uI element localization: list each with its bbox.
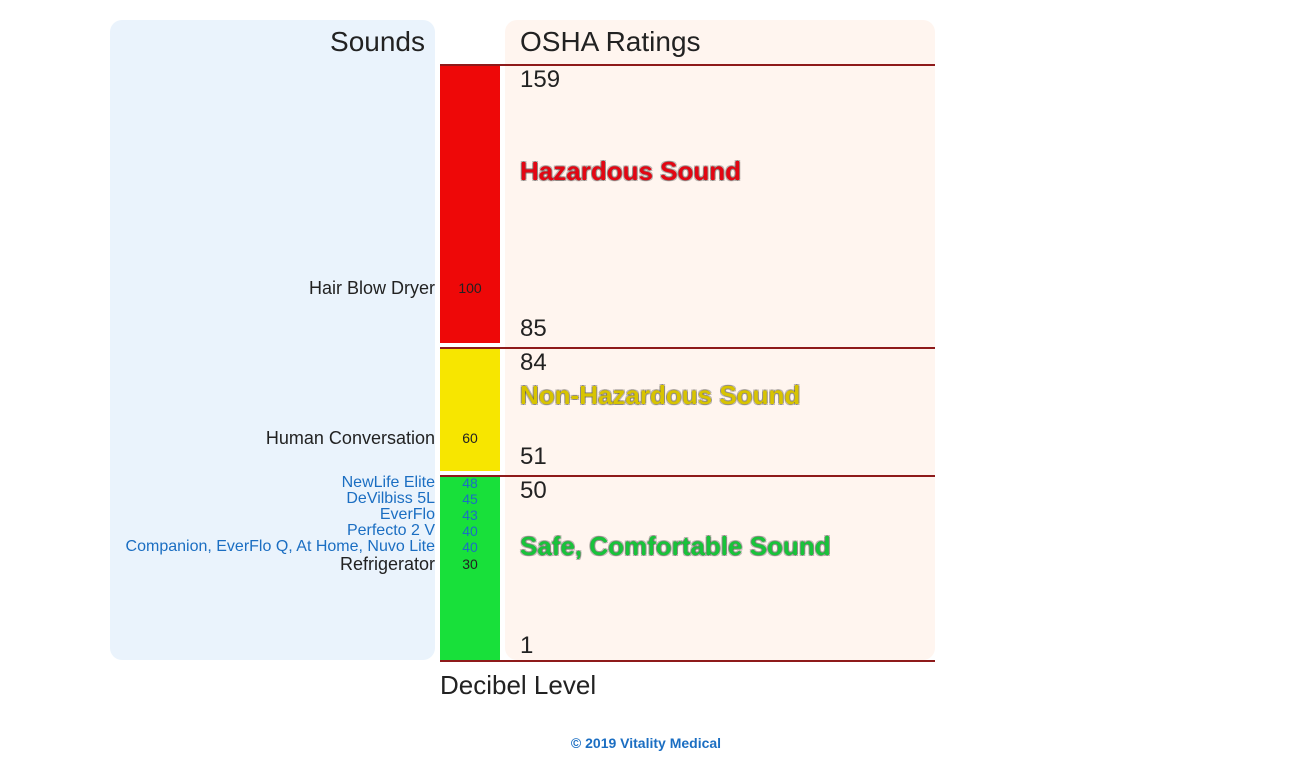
sound-value: 40 bbox=[455, 523, 485, 539]
sound-label: Human Conversation bbox=[266, 428, 435, 449]
zone-top-num-safe: 50 bbox=[520, 477, 547, 505]
sound-value: 43 bbox=[455, 507, 485, 523]
sounds-title: Sounds bbox=[330, 26, 425, 58]
zone-bottom-num-hazardous: 85 bbox=[520, 315, 547, 343]
bar-segment-hazardous bbox=[440, 64, 500, 343]
zone-top-num-nonhazardous: 84 bbox=[520, 349, 547, 377]
divider-bottom-safe bbox=[440, 660, 935, 662]
axis-label: Decibel Level bbox=[440, 670, 596, 701]
divider-top-hazardous bbox=[440, 64, 935, 66]
osha-panel bbox=[505, 20, 935, 660]
sound-value: 60 bbox=[455, 430, 485, 446]
sound-label: Refrigerator bbox=[340, 554, 435, 575]
copyright-footer: © 2019 Vitality Medical bbox=[0, 735, 1292, 751]
zone-label-safe: Safe, Comfortable Sound bbox=[520, 531, 831, 562]
bar-segment-nonhazardous bbox=[440, 347, 500, 471]
zone-bottom-num-safe: 1 bbox=[520, 632, 533, 660]
zone-top-num-hazardous: 159 bbox=[520, 66, 560, 94]
osha-title: OSHA Ratings bbox=[520, 26, 701, 58]
divider-top-safe bbox=[440, 475, 935, 477]
zone-bottom-num-nonhazardous: 51 bbox=[520, 443, 547, 471]
decibel-chart: Sounds OSHA Ratings Decibel Level 15985H… bbox=[110, 20, 940, 680]
sound-value: 100 bbox=[455, 280, 485, 296]
sound-value: 30 bbox=[455, 556, 485, 572]
sound-value: 40 bbox=[455, 539, 485, 555]
zone-label-nonhazardous: Non-Hazardous Sound bbox=[520, 380, 800, 411]
sound-value: 45 bbox=[455, 491, 485, 507]
divider-top-nonhazardous bbox=[440, 347, 935, 349]
zone-label-hazardous: Hazardous Sound bbox=[520, 156, 741, 187]
sound-value: 48 bbox=[455, 475, 485, 491]
sound-label: Hair Blow Dryer bbox=[309, 278, 435, 299]
